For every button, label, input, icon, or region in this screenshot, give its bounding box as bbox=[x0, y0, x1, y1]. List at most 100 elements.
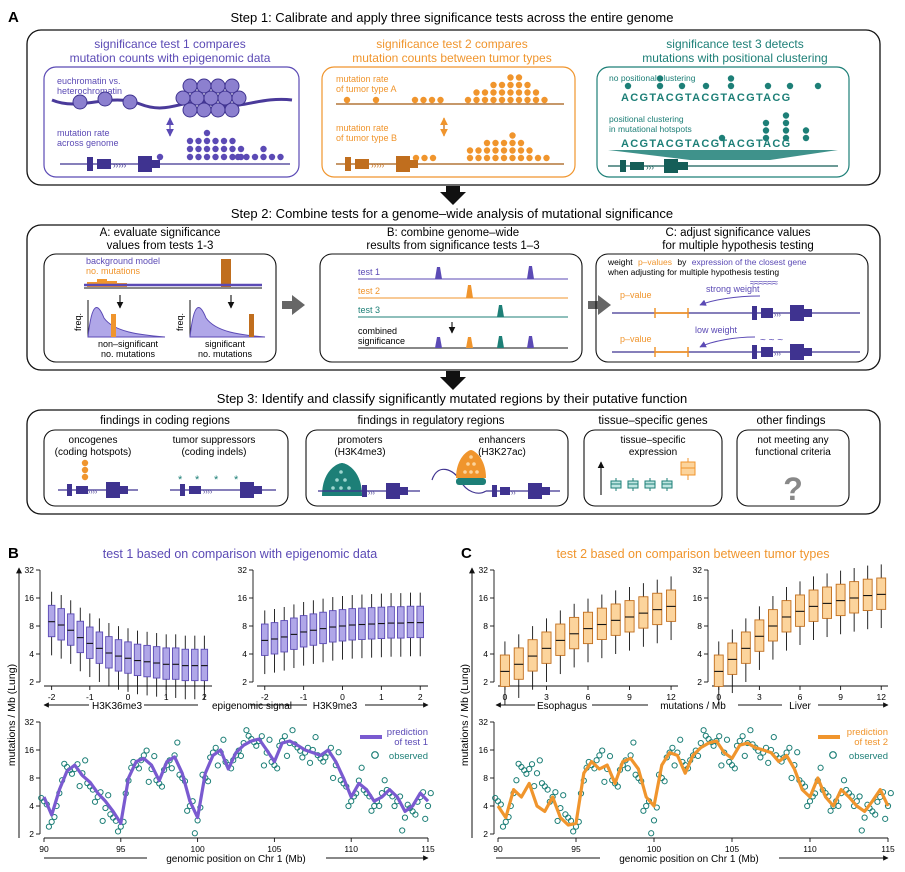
mutation-dot bbox=[429, 154, 437, 162]
mutation-dot bbox=[532, 96, 540, 104]
observed-point bbox=[91, 798, 99, 805]
x-tick-label: 3 bbox=[544, 692, 549, 702]
observed-point bbox=[528, 761, 536, 768]
observed-point bbox=[526, 765, 533, 773]
x-tick-label: 0 bbox=[126, 692, 131, 702]
test1-rate-label-l2: across genome bbox=[57, 138, 119, 148]
mutation-dot bbox=[483, 139, 491, 147]
svg-text:›››››: ››››› bbox=[113, 161, 127, 170]
observed-point bbox=[669, 744, 676, 751]
mutation-dot bbox=[509, 139, 516, 147]
mutation-dot bbox=[500, 139, 508, 147]
regulatory-title: findings in regulatory regions bbox=[357, 415, 504, 427]
box-body bbox=[582, 611, 594, 645]
panel-c-charts: 2481632036912248163203691224816329095100… bbox=[479, 564, 895, 854]
mutation-dot bbox=[507, 74, 514, 81]
observed-point bbox=[702, 732, 709, 739]
box bbox=[808, 576, 819, 641]
tumor-suppressors-l1: tumor suppressors bbox=[173, 435, 256, 446]
mutation-dot bbox=[212, 145, 219, 153]
observed-point bbox=[289, 727, 296, 734]
mutation-dot bbox=[762, 127, 770, 134]
box bbox=[299, 602, 308, 666]
box-body bbox=[76, 620, 84, 654]
mutation-dot bbox=[260, 145, 267, 153]
test3-gene-diagram: ››› bbox=[608, 159, 838, 173]
y-tick-label: 32 bbox=[25, 565, 35, 575]
step2-c-title-l1: C: adjust significance values bbox=[665, 227, 810, 239]
box bbox=[666, 576, 677, 641]
mutation-dot bbox=[802, 127, 810, 134]
legend-background-model: background model bbox=[86, 256, 160, 266]
test1-chrom-label-l2: heterochromatin bbox=[57, 86, 122, 96]
mutation-dot bbox=[517, 147, 525, 154]
box-body bbox=[499, 654, 510, 687]
strong-weight-label: strong weight bbox=[706, 284, 760, 294]
mutation-dot bbox=[203, 145, 211, 153]
mutation-dot bbox=[229, 153, 236, 161]
observed-point bbox=[243, 727, 250, 734]
observed-point bbox=[82, 757, 89, 764]
mutation-dot bbox=[656, 75, 664, 82]
combined-label-l2: significance bbox=[358, 336, 405, 346]
observed-point bbox=[552, 789, 559, 796]
enhancers-l1: enhancers bbox=[479, 435, 526, 446]
observed-point bbox=[788, 774, 795, 782]
y-tick-label: 32 bbox=[238, 565, 248, 575]
observed-point bbox=[624, 765, 631, 772]
expression-waves-strong: ≈≈≈≈≈≈ bbox=[750, 278, 778, 289]
arrow-b-to-c bbox=[588, 295, 611, 315]
step2-c-box bbox=[595, 253, 869, 363]
observed-point bbox=[76, 782, 83, 790]
box bbox=[624, 587, 635, 651]
y-tick-label: 8 bbox=[483, 621, 488, 631]
svg-text:*: * bbox=[195, 474, 200, 486]
observed-point bbox=[736, 737, 743, 745]
panel-b-mid-xlabel: epigenomic signal bbox=[212, 701, 292, 712]
observed-point bbox=[858, 827, 865, 834]
step3-box bbox=[26, 409, 881, 515]
observed-point bbox=[872, 811, 879, 818]
box bbox=[95, 618, 104, 682]
note-pvalues: p–values bbox=[638, 257, 672, 267]
tissue-box-l2: expression bbox=[629, 447, 677, 458]
test2-title-l1: significance test 2 compares bbox=[376, 37, 527, 51]
box bbox=[795, 581, 805, 645]
box bbox=[367, 594, 376, 658]
arrow-step1-to-step2 bbox=[440, 186, 466, 205]
panel-b-legend-observed: observed bbox=[389, 751, 428, 762]
mutation-dot bbox=[500, 147, 508, 154]
box-body bbox=[781, 600, 792, 633]
prediction-line bbox=[42, 737, 430, 825]
box bbox=[727, 629, 738, 694]
box bbox=[377, 593, 386, 658]
observed-point bbox=[45, 823, 53, 830]
sig-label-l1: significant bbox=[205, 339, 246, 349]
svg-text:›››: ››› bbox=[646, 163, 654, 172]
x-tick-label: -2 bbox=[48, 692, 56, 702]
box-body bbox=[666, 589, 677, 622]
box bbox=[527, 626, 538, 690]
mutation-dot bbox=[481, 96, 489, 104]
mutation-dot bbox=[727, 82, 735, 90]
observed-point bbox=[794, 749, 801, 756]
observed-point bbox=[606, 753, 614, 760]
box bbox=[740, 618, 751, 682]
mutation-dot bbox=[466, 154, 474, 162]
observed-point bbox=[786, 744, 793, 751]
mutation-dot bbox=[260, 153, 267, 161]
mutation-dot bbox=[541, 96, 548, 104]
observed-point bbox=[358, 764, 365, 771]
other-title: other findings bbox=[756, 415, 825, 427]
observed-point bbox=[705, 735, 712, 743]
x-tick-label: 100 bbox=[647, 844, 661, 854]
box-body bbox=[795, 594, 805, 627]
test3-pos-label-l2: in mutational hotspots bbox=[609, 124, 692, 134]
mutation-dot bbox=[412, 154, 420, 162]
observed-point bbox=[497, 801, 504, 808]
y-tick-label: 32 bbox=[479, 565, 489, 575]
observed-point bbox=[533, 770, 541, 777]
background-model-histogram bbox=[84, 259, 262, 289]
svg-text:›››: ››› bbox=[368, 490, 376, 497]
tissue-title: tissue–specific genes bbox=[598, 415, 708, 427]
